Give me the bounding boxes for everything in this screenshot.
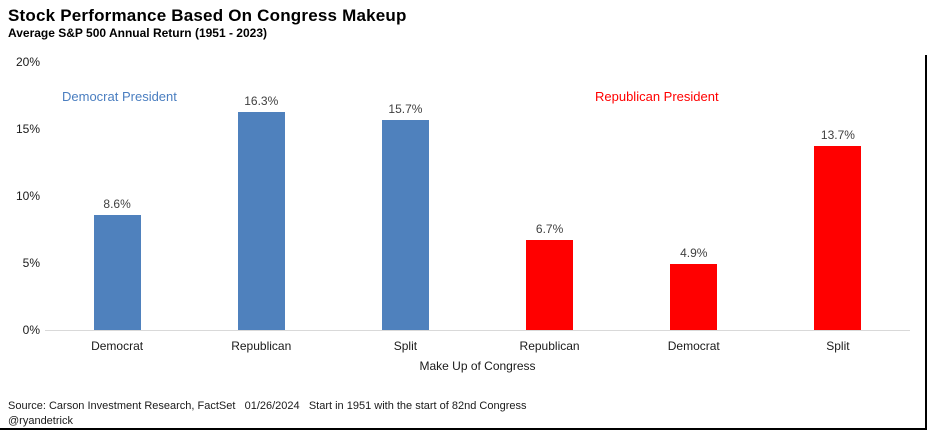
bar-republican-president-split (814, 146, 862, 330)
bar-democrat-president-democrat (93, 214, 141, 330)
bar-republican-president-democrat (670, 264, 718, 330)
bar-value-label: 16.3% (244, 93, 279, 108)
category-label: Democrat (667, 339, 720, 353)
bar-value-label: 8.6% (103, 196, 131, 211)
frame-border-bottom (0, 428, 927, 430)
y-tick-label: 15% (15, 122, 40, 136)
bar-democrat-president-split (381, 119, 429, 330)
twitter-handle: @ryandetrick (8, 415, 73, 427)
y-tick-label: 10% (15, 189, 40, 203)
frame-border-right (925, 55, 927, 430)
chart-title: Stock Performance Based On Congress Make… (8, 6, 407, 25)
bar-republican-president-republican (526, 240, 574, 330)
x-axis-baseline (45, 330, 910, 331)
legend-democrat-president: Democrat President (62, 89, 177, 104)
bar-value-label: 4.9% (680, 246, 708, 261)
y-tick-label: 0% (22, 323, 40, 337)
bar-democrat-president-republican (237, 111, 285, 330)
y-tick-label: 20% (15, 55, 40, 69)
category-label: Republican (519, 339, 580, 353)
category-label: Split (826, 339, 850, 353)
x-axis-title: Make Up of Congress (419, 359, 536, 373)
bar-value-label: 15.7% (388, 101, 423, 116)
category-label: Republican (231, 339, 292, 353)
bar-value-label: 13.7% (820, 128, 855, 143)
y-tick-label: 5% (22, 256, 40, 270)
category-label: Split (393, 339, 418, 353)
category-label: Democrat (91, 339, 144, 353)
legend-republican-president: Republican President (595, 89, 719, 104)
chart-subtitle: Average S&P 500 Annual Return (1951 - 20… (8, 26, 267, 40)
source-attribution: Source: Carson Investment Research, Fact… (8, 400, 527, 412)
bar-value-label: 6.7% (535, 222, 564, 237)
